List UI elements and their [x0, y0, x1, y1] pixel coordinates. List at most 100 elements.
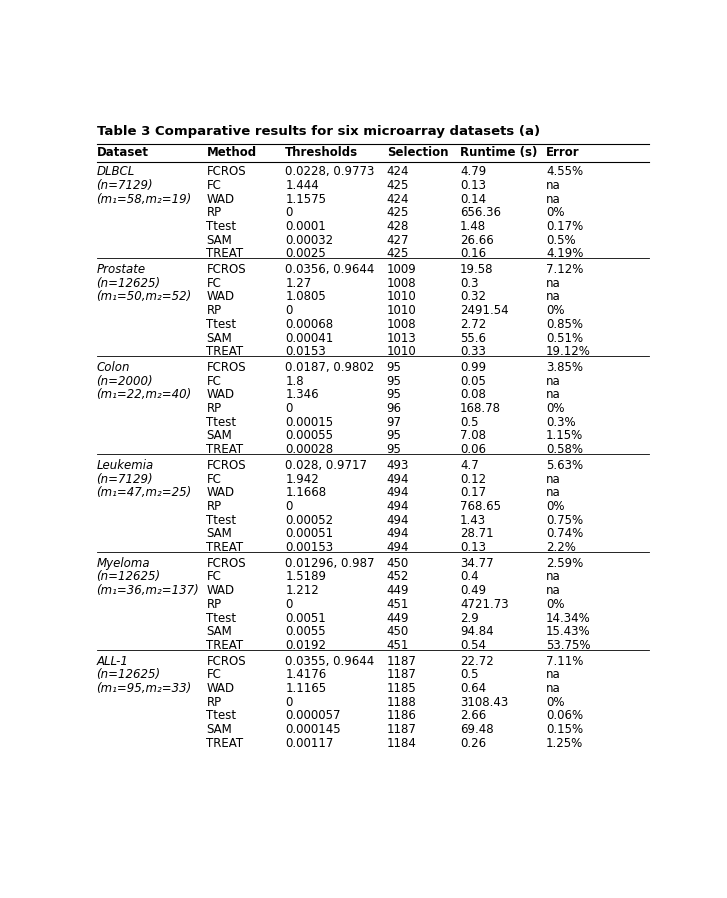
Text: Myeloma: Myeloma — [97, 557, 150, 570]
Text: 0.5%: 0.5% — [546, 233, 576, 247]
Text: Runtime (s): Runtime (s) — [460, 146, 537, 160]
Text: 0.0187, 0.9802: 0.0187, 0.9802 — [285, 361, 374, 374]
Text: RP: RP — [206, 696, 222, 709]
Text: FC: FC — [206, 277, 221, 290]
Text: WAD: WAD — [206, 486, 235, 499]
Text: 656.36: 656.36 — [460, 207, 501, 219]
Text: 0.74%: 0.74% — [546, 527, 583, 541]
Text: RP: RP — [206, 500, 222, 513]
Text: 0.32: 0.32 — [460, 290, 486, 304]
Text: (n=12625): (n=12625) — [97, 277, 161, 290]
Text: TREAT: TREAT — [206, 541, 244, 554]
Text: 1187: 1187 — [387, 655, 417, 668]
Text: na: na — [546, 682, 561, 695]
Text: (n=7129): (n=7129) — [97, 472, 153, 486]
Text: 1008: 1008 — [387, 318, 417, 330]
Text: 0.0001: 0.0001 — [285, 220, 326, 233]
Text: 0: 0 — [285, 696, 293, 709]
Text: 1.1165: 1.1165 — [285, 682, 326, 695]
Text: 0.00068: 0.00068 — [285, 318, 334, 330]
Text: 95: 95 — [387, 374, 401, 388]
Text: 0.0025: 0.0025 — [285, 247, 326, 260]
Text: 0.08: 0.08 — [460, 388, 486, 401]
Text: 2.2%: 2.2% — [546, 541, 576, 554]
Text: 0.85%: 0.85% — [546, 318, 583, 330]
Text: 34.77: 34.77 — [460, 557, 494, 570]
Text: 427: 427 — [387, 233, 409, 247]
Text: 0: 0 — [285, 207, 293, 219]
Text: 14.34%: 14.34% — [546, 612, 591, 624]
Text: 7.11%: 7.11% — [546, 655, 584, 668]
Text: WAD: WAD — [206, 682, 235, 695]
Text: 1188: 1188 — [387, 696, 417, 709]
Text: 7.08: 7.08 — [460, 429, 486, 443]
Text: 768.65: 768.65 — [460, 500, 501, 513]
Text: 0.17%: 0.17% — [546, 220, 583, 233]
Text: 4.19%: 4.19% — [546, 247, 584, 260]
Text: (n=12625): (n=12625) — [97, 668, 161, 682]
Text: 0.00032: 0.00032 — [285, 233, 334, 247]
Text: 494: 494 — [387, 514, 409, 526]
Text: 450: 450 — [387, 625, 409, 638]
Text: 1008: 1008 — [387, 277, 417, 290]
Text: 7.12%: 7.12% — [546, 263, 584, 276]
Text: 449: 449 — [387, 612, 409, 624]
Text: (m₁=36,m₂=137): (m₁=36,m₂=137) — [97, 585, 199, 597]
Text: 0.00041: 0.00041 — [285, 331, 334, 345]
Text: SAM: SAM — [206, 233, 232, 247]
Text: 0.16: 0.16 — [460, 247, 486, 260]
Text: 424: 424 — [387, 165, 409, 178]
Text: SAM: SAM — [206, 331, 232, 345]
Text: 0.5: 0.5 — [460, 668, 478, 682]
Text: FC: FC — [206, 570, 221, 584]
Text: 0.4: 0.4 — [460, 570, 478, 584]
Text: 1184: 1184 — [387, 737, 417, 750]
Text: SAM: SAM — [206, 723, 232, 736]
Text: Error: Error — [546, 146, 579, 160]
Text: 1013: 1013 — [387, 331, 417, 345]
Text: WAD: WAD — [206, 290, 235, 304]
Text: 1.27: 1.27 — [285, 277, 311, 290]
Text: 0: 0 — [285, 402, 293, 415]
Text: 0.0355, 0.9644: 0.0355, 0.9644 — [285, 655, 374, 668]
Text: 4721.73: 4721.73 — [460, 598, 509, 611]
Text: 0.13: 0.13 — [460, 179, 486, 192]
Text: FCROS: FCROS — [206, 361, 246, 374]
Text: 69.48: 69.48 — [460, 723, 494, 736]
Text: 0.0055: 0.0055 — [285, 625, 326, 638]
Text: 1.444: 1.444 — [285, 179, 319, 192]
Text: na: na — [546, 374, 561, 388]
Text: Ttest: Ttest — [206, 318, 236, 330]
Text: 493: 493 — [387, 459, 409, 471]
Text: 3108.43: 3108.43 — [460, 696, 508, 709]
Text: 2491.54: 2491.54 — [460, 304, 509, 317]
Text: (m₁=50,m₂=52): (m₁=50,m₂=52) — [97, 290, 192, 304]
Text: 53.75%: 53.75% — [546, 639, 590, 652]
Text: WAD: WAD — [206, 192, 235, 206]
Text: 1.15%: 1.15% — [546, 429, 583, 443]
Text: 494: 494 — [387, 527, 409, 541]
Text: 1009: 1009 — [387, 263, 417, 276]
Text: 0.33: 0.33 — [460, 345, 486, 358]
Text: Ttest: Ttest — [206, 709, 236, 723]
Text: 0.0192: 0.0192 — [285, 639, 326, 652]
Text: RP: RP — [206, 207, 222, 219]
Text: 494: 494 — [387, 472, 409, 486]
Text: 0%: 0% — [546, 500, 565, 513]
Text: 4.79: 4.79 — [460, 165, 486, 178]
Text: na: na — [546, 472, 561, 486]
Text: 0.0153: 0.0153 — [285, 345, 326, 358]
Text: na: na — [546, 192, 561, 206]
Text: Ttest: Ttest — [206, 220, 236, 233]
Text: 15.43%: 15.43% — [546, 625, 591, 638]
Text: 1186: 1186 — [387, 709, 417, 723]
Text: 425: 425 — [387, 207, 409, 219]
Text: 3.85%: 3.85% — [546, 361, 583, 374]
Text: 0.00055: 0.00055 — [285, 429, 333, 443]
Text: 0%: 0% — [546, 207, 565, 219]
Text: 494: 494 — [387, 486, 409, 499]
Text: 4.7: 4.7 — [460, 459, 478, 471]
Text: Thresholds: Thresholds — [285, 146, 358, 160]
Text: TREAT: TREAT — [206, 639, 244, 652]
Text: 451: 451 — [387, 598, 409, 611]
